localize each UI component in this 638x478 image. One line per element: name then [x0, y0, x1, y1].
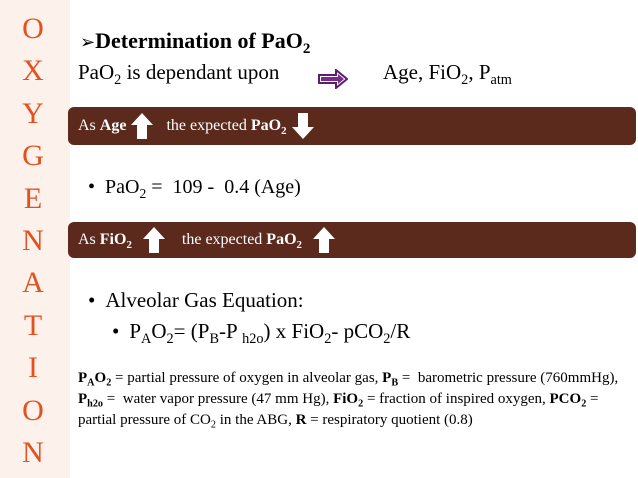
text-run: = partial pressure of CO [78, 391, 603, 428]
text-run: = fraction of inspired oxygen, [363, 391, 550, 407]
text-run: 2 [581, 398, 587, 410]
text-run: Age [99, 117, 127, 134]
text-run: in the ABG, [215, 412, 296, 428]
dependency-text: PaO2 is dependant upon [78, 60, 280, 88]
down-arrow [291, 113, 314, 139]
text-run: = respiratory quotient (0.8) [306, 412, 473, 428]
bullet: PAO2= (PB-P h2o) x FiO2- pCO2/R [112, 319, 411, 347]
text-run: - pCO [331, 319, 384, 343]
text-run: B [209, 330, 219, 347]
text-run: P [129, 319, 142, 343]
text-run: 2 [139, 185, 147, 201]
text-run: 2 [114, 71, 122, 88]
text-run: PaO [250, 117, 282, 134]
banner: As Age the expected PaO2 [68, 107, 636, 145]
sidebar-letter: E [23, 181, 43, 215]
sidebar-letter: N [22, 224, 44, 257]
text-run: atm [490, 71, 512, 88]
text-run: = (P [173, 319, 210, 343]
text-run: PaO [266, 231, 297, 248]
text-run: Alveolar Gas Equation: [105, 288, 304, 312]
text-run: = partial pressure of oxygen in alveolar… [111, 370, 383, 386]
text-run: h2o [87, 398, 104, 410]
text-run: 2 [296, 238, 302, 251]
text-run: the expected [169, 231, 267, 248]
banner-text: As FiO2 [78, 231, 132, 251]
text-run: = 109 - 0.4 (Age) [146, 176, 301, 198]
text-run: = water vapor pressure (47 mm Hg), [103, 391, 334, 407]
text-run: 2 [383, 330, 391, 347]
text-run: A [87, 377, 95, 389]
text-run: 2 [166, 330, 174, 347]
text-run: 2 [461, 71, 469, 88]
text-run: , P [468, 60, 491, 84]
text-run: FiO [333, 391, 359, 407]
text-run: 2 [324, 330, 332, 347]
text-run: = barometric pressure (760mmHg), [398, 370, 622, 386]
bullet: PaO2 = 109 - 0.4 (Age) [88, 176, 301, 201]
banner-text: As Age [78, 117, 126, 135]
text-run: R [295, 412, 307, 428]
text-run: ) x FiO [263, 319, 325, 343]
text-run: Age, FiO [383, 60, 462, 84]
up-arrow [312, 227, 335, 253]
dependency-factors: Age, FiO2, Patm [383, 60, 512, 88]
sidebar-letter: A [22, 266, 44, 300]
text-run: O [94, 370, 107, 386]
text-run: the expected [158, 117, 251, 134]
heading: ➢Determination of PaO2 [80, 28, 311, 58]
banner-text: the expected PaO2 [158, 117, 287, 137]
text-run: P [78, 370, 88, 386]
sidebar-letter: X [22, 54, 44, 88]
text-run: O [151, 319, 167, 343]
sidebar-letter: N [22, 436, 44, 469]
text-run: FiO [99, 231, 127, 248]
text-run: P [78, 391, 88, 407]
text-run: 2 [358, 398, 364, 410]
heading-marker: ➢ [80, 32, 96, 52]
text-run: A [141, 330, 152, 347]
up-arrow [142, 227, 165, 253]
text-run: As [78, 117, 100, 134]
text-run: 2 [126, 238, 132, 251]
banner: As FiO2 the expected PaO2 [68, 222, 636, 258]
text-run: P [382, 370, 392, 386]
sidebar-letter: T [23, 308, 43, 342]
banner-text: the expected PaO2 [169, 231, 302, 251]
sidebar-letter: O [22, 393, 44, 427]
text-run: PCO [549, 391, 582, 407]
text-run: h2o [242, 330, 264, 347]
footnote: PAO2 = partial pressure of oxygen in alv… [78, 368, 630, 431]
right-arrow [318, 69, 348, 89]
sidebar-letter: I [28, 351, 38, 385]
up-arrow [131, 113, 154, 139]
sidebar-letter: Y [22, 96, 44, 130]
text-run: PaO [105, 176, 140, 198]
sidebar-letter: G [22, 139, 44, 173]
text-run: PaO [78, 60, 115, 84]
text-run: 2 [106, 377, 112, 389]
text-run: -P [218, 319, 243, 343]
text-run: 2 [210, 419, 216, 431]
text-run: is dependant upon [121, 60, 280, 84]
bullet: Alveolar Gas Equation: [88, 288, 304, 313]
text-run: As [78, 231, 100, 248]
text-run: B [391, 377, 399, 389]
text-run: /R [390, 319, 411, 343]
text-run: 2 [302, 41, 311, 58]
text-run: Determination of PaO [95, 28, 303, 53]
text-run: 2 [281, 124, 287, 137]
sidebar-letter: O [22, 12, 44, 45]
